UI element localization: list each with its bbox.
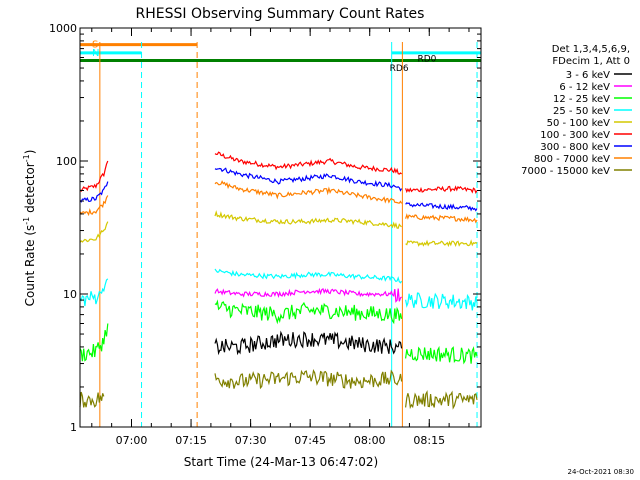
series-line [79, 160, 109, 193]
y-tick-label: 100 [56, 155, 77, 168]
legend: Det 1,3,4,5,6,9,FDecim 1, Att 0 3 - 6 keV… [521, 44, 632, 177]
x-tick-label: 07:00 [116, 434, 148, 447]
series-lines [79, 151, 478, 410]
series-line [79, 323, 109, 362]
series-line [214, 299, 403, 325]
series-line [214, 368, 403, 390]
series-line [214, 180, 403, 204]
series-line [79, 278, 109, 307]
y-tick-label: 1 [70, 421, 77, 434]
flag-label: N [92, 48, 99, 59]
footer-date: 24-Oct-2021 08:30 [568, 468, 634, 476]
series-line [405, 213, 478, 224]
legend-label: 50 - 100 keV [547, 118, 611, 129]
series-line [405, 345, 478, 365]
y-axis-label: Count Rate (s-1 detector-1) [22, 150, 37, 307]
legend-label: 12 - 25 keV [553, 94, 610, 105]
flag-bars: SN [80, 40, 481, 62]
legend-label: 7000 - 15000 keV [521, 166, 610, 177]
legend-label: 800 - 7000 keV [534, 154, 610, 165]
series-line [405, 389, 478, 410]
series-line [79, 221, 109, 243]
annotation-label: RD6 [390, 64, 409, 74]
chart-title: RHESSI Observing Summary Count Rates [136, 6, 425, 22]
series-line [79, 391, 105, 408]
legend-header: FDecim 1, Att 0 [552, 56, 630, 67]
y-tick-label: 1000 [49, 22, 77, 35]
annotations: RD0 RD6 [390, 54, 437, 74]
series-line [405, 185, 478, 195]
series-line [79, 181, 109, 203]
legend-header: Det 1,3,4,5,6,9, [552, 44, 630, 55]
flag-label: S [92, 40, 98, 51]
legend-label: 3 - 6 keV [566, 70, 610, 81]
plot-frame [79, 27, 482, 428]
x-axis: 07:00 07:15 07:30 07:45 08:00 08:15 [91, 28, 470, 447]
event-lines [99, 42, 478, 427]
annotation-label: RD0 [417, 54, 436, 64]
legend-label: 6 - 12 keV [559, 82, 610, 93]
x-axis-label: Start Time (24-Mar-13 06:47:02) [184, 455, 378, 469]
x-tick-label: 07:15 [175, 434, 207, 447]
series-line [214, 151, 402, 175]
series-line [214, 167, 403, 192]
y-tick-label: 10 [63, 288, 77, 301]
series-line [405, 202, 478, 212]
x-tick-label: 07:30 [235, 434, 267, 447]
x-tick-label: 08:00 [354, 434, 386, 447]
legend-label: 100 - 300 keV [540, 130, 610, 141]
legend-label: 300 - 800 keV [540, 142, 610, 153]
x-tick-label: 07:45 [294, 434, 326, 447]
y-axis: 1 10 100 1000 [49, 22, 481, 434]
series-line [405, 239, 478, 248]
series-line [214, 330, 403, 356]
series-line [214, 210, 402, 229]
legend-label: 25 - 50 keV [553, 106, 610, 117]
x-tick-label: 08:15 [413, 434, 445, 447]
series-line [405, 292, 478, 311]
series-line [79, 195, 109, 217]
series-line [214, 287, 402, 303]
series-line [214, 268, 403, 284]
